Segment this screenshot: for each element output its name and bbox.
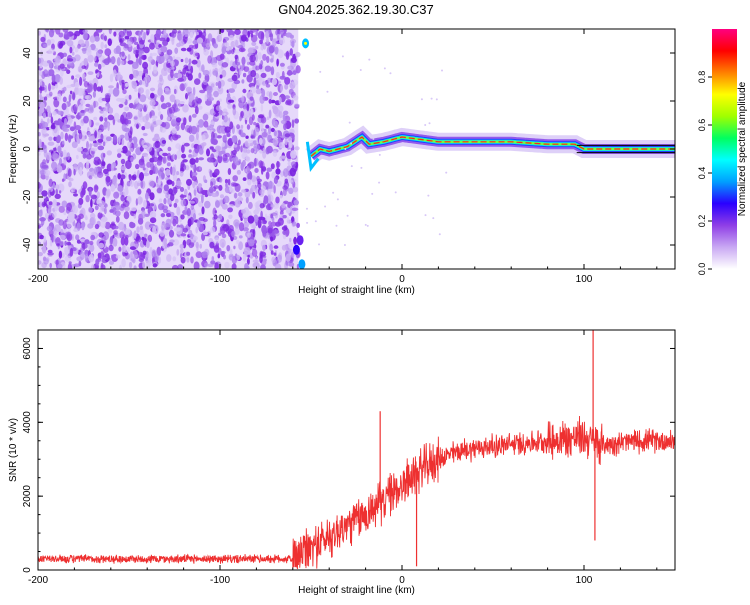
y-tick-label: 2000	[22, 485, 33, 508]
snr-series-line	[38, 415, 675, 570]
y-tick-label: 20	[22, 95, 33, 107]
x-tick-label: -200	[28, 274, 48, 285]
x-tick-label: -100	[210, 575, 230, 586]
track-hook	[305, 141, 320, 172]
x-axis-label: Height of straight line (km)	[298, 585, 415, 596]
colorbar-gradient	[712, 29, 737, 269]
snr-frame	[37, 329, 676, 571]
x-axis-label: Height of straight line (km)	[298, 285, 415, 296]
edge-blobs	[292, 38, 310, 269]
x-tick-label: 0	[399, 575, 405, 586]
colorbar: 0.0 0.2 0.4 0.6 0.8 Normalized spectral ampli…	[697, 29, 748, 275]
y-tick-label: 0	[22, 567, 33, 573]
x-tick-label: 100	[576, 575, 593, 586]
x-tick-label: 0	[399, 274, 405, 285]
y-tick-label: 0	[22, 146, 33, 152]
y-tick-label: 4000	[22, 411, 33, 434]
carrier-track	[305, 125, 675, 172]
chart-title: GN04.2025.362.19.30.C37	[278, 2, 434, 17]
x-tick-label: -200	[28, 575, 48, 586]
y-tick-label: 6000	[22, 337, 33, 360]
colorbar-tick-label: 0.8	[697, 71, 707, 84]
colorbar-tick-label: 0.2	[697, 215, 707, 228]
y-axis-label: Frequency (Hz)	[8, 115, 19, 184]
y-axis-label: SNR (10 * v/v)	[8, 418, 19, 482]
heatmap-body	[38, 29, 675, 269]
colorbar-tick-label: 0.4	[697, 167, 707, 180]
y-tick-label: 40	[22, 47, 33, 59]
x-tick-label: -100	[210, 274, 230, 285]
colorbar-tick-label: 0.6	[697, 119, 707, 132]
colorbar-tick-label: 0.0	[697, 263, 707, 276]
track-core-red	[310, 136, 675, 157]
x-tick-label: 100	[576, 274, 593, 285]
snr-body	[38, 330, 675, 570]
snr-background	[38, 330, 675, 570]
y-tick-label: -20	[22, 189, 33, 204]
noise-speckles	[38, 29, 301, 269]
y-tick-label: -40	[22, 237, 33, 252]
colorbar-label: Normalized spectral amplitude	[737, 81, 748, 216]
